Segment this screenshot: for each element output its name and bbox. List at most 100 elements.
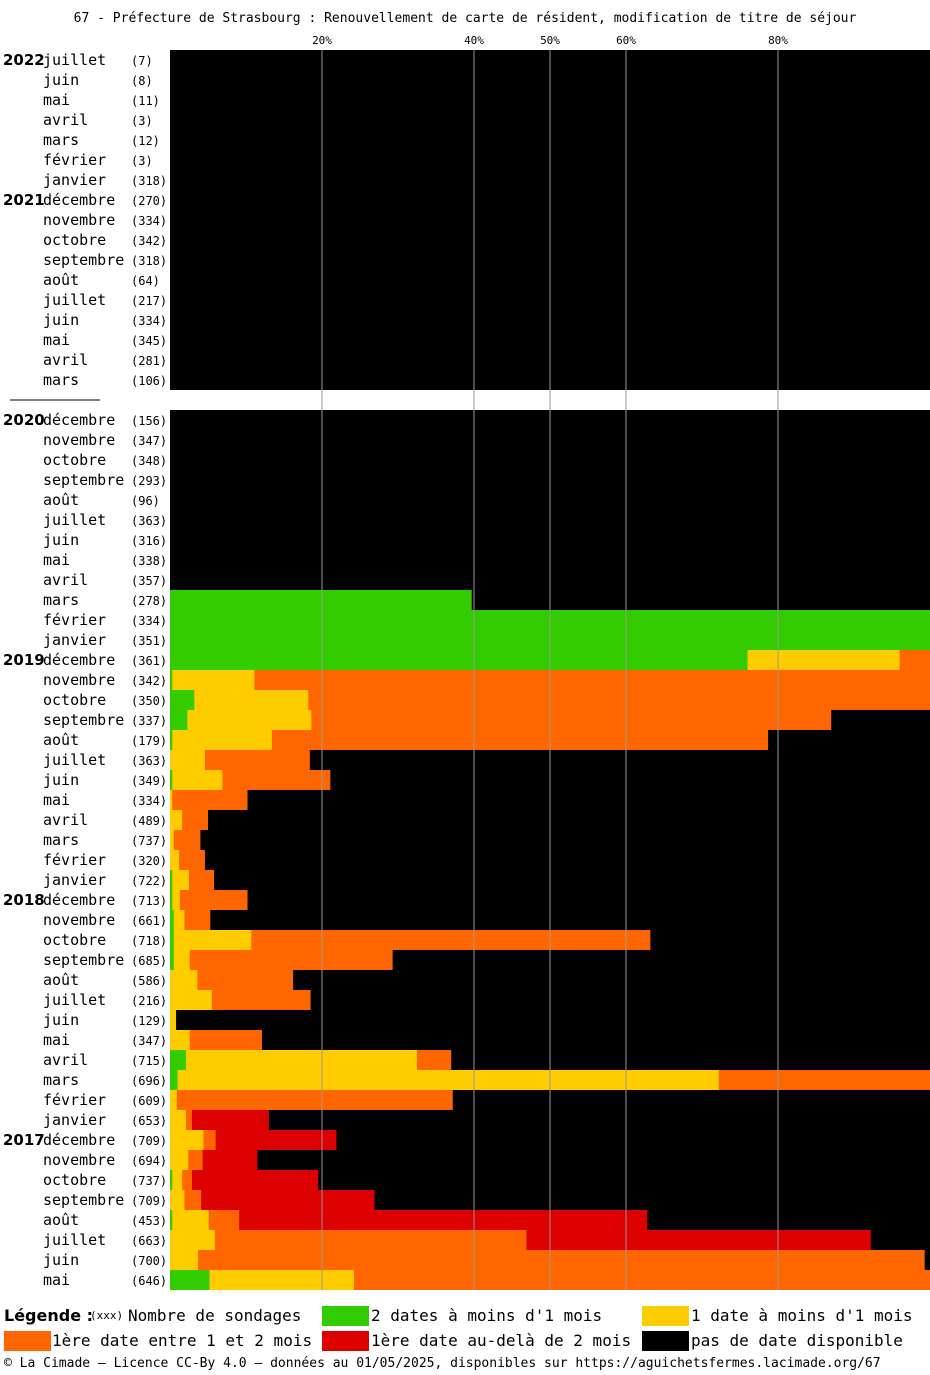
month-label: décembre [43, 191, 115, 209]
bar-segment-yellow [172, 1210, 210, 1230]
bar-segment-yellow [170, 850, 180, 870]
count-label: (342) [131, 234, 167, 248]
month-label: mars [43, 831, 79, 849]
bar-segment-yellow [170, 1030, 191, 1050]
count-label: (7) [131, 54, 153, 68]
bar-segment-black [336, 1130, 930, 1150]
bar-segment-green [170, 950, 175, 970]
month-label: janvier [43, 171, 106, 189]
bar-segment-green [170, 1270, 210, 1290]
bar-segment-yellow [170, 1250, 199, 1270]
bar-segment-black [247, 790, 930, 810]
legend-swatch-orange [4, 1331, 51, 1351]
bar-segment-red [202, 1150, 258, 1170]
count-label: (489) [131, 814, 167, 828]
count-label: (64) [131, 274, 160, 288]
count-label: (700) [131, 1254, 167, 1268]
count-label: (345) [131, 334, 167, 348]
bar-segment-yellow [747, 650, 900, 670]
month-label: mars [43, 131, 79, 149]
bar-segment-green [170, 1070, 178, 1090]
month-label: juin [43, 531, 79, 549]
bar-segment-yellow [170, 1190, 185, 1210]
count-label: (318) [131, 254, 167, 268]
count-label: (453) [131, 1214, 167, 1228]
legend-swatch-red [322, 1331, 369, 1351]
bar-segment-yellow [170, 1150, 189, 1170]
month-label: mai [43, 1271, 70, 1289]
bar-segment-orange [214, 1230, 527, 1250]
bar-segment-green [170, 730, 173, 750]
bar-segment-yellow [170, 970, 198, 990]
month-label: avril [43, 111, 88, 129]
bar-segment-yellow [185, 1050, 418, 1070]
bar-segment-yellow [172, 1170, 183, 1190]
month-label: octobre [43, 231, 106, 249]
bar-segment-red [215, 1130, 337, 1150]
count-label: (685) [131, 954, 167, 968]
count-label: (334) [131, 314, 167, 328]
year-label: 2018 [3, 891, 45, 909]
bar-segment-orange [182, 810, 209, 830]
bar-segment-red [526, 1230, 872, 1250]
month-label: août [43, 971, 79, 989]
count-label: (349) [131, 774, 167, 788]
month-label: mai [43, 331, 70, 349]
bar-segment-orange [198, 1250, 926, 1270]
bar-segment-black [392, 950, 930, 970]
bar-segment-orange [185, 1110, 193, 1130]
bar-segment-black [310, 990, 930, 1010]
month-label: janvier [43, 871, 106, 889]
bar-segment-red [201, 1190, 375, 1210]
legend-label-orange: 1ère date entre 1 et 2 mois [52, 1331, 313, 1350]
legend-label-green: 2 dates à moins d'1 mois [371, 1306, 603, 1325]
month-label: décembre [43, 1131, 115, 1149]
month-label: juin [43, 311, 79, 329]
bar-segment-green [170, 890, 173, 910]
count-label: (713) [131, 894, 167, 908]
count-label: (8) [131, 74, 153, 88]
count-label: (334) [131, 794, 167, 808]
bar-segment-black [200, 830, 930, 850]
month-label: septembre [43, 711, 124, 729]
bar-segment-orange [308, 690, 930, 710]
bar-segment-orange [311, 710, 832, 730]
bar-segment-yellow [177, 1070, 720, 1090]
bar-segment-orange [182, 1170, 193, 1190]
count-label: (663) [131, 1234, 167, 1248]
month-label: mai [43, 91, 70, 109]
count-label: (586) [131, 974, 167, 988]
count-label: (106) [131, 374, 167, 388]
bar-segment-black [214, 870, 930, 890]
bar-segment-black [208, 810, 930, 830]
bar-segment-orange [173, 830, 201, 850]
month-label: juillet [43, 291, 106, 309]
bar-segment-orange [204, 750, 311, 770]
bar-segment-red [192, 1170, 319, 1190]
count-label: (350) [131, 694, 167, 708]
bar-segment-yellow [187, 710, 312, 730]
bar-segment-black [768, 730, 930, 750]
count-label: (334) [131, 214, 167, 228]
bar-segment-black [204, 850, 930, 870]
bar-segment-yellow [170, 790, 173, 810]
legend-label-red: 1ère date au-delà de 2 mois [371, 1331, 632, 1350]
x-tick-label: 50% [540, 34, 560, 47]
count-label: (3) [131, 154, 153, 168]
count-label: (347) [131, 1034, 167, 1048]
bar-segment-black [330, 770, 930, 790]
legend-label-yellow: 1 date à moins d'1 mois [691, 1306, 913, 1325]
legend-swatch-yellow [642, 1306, 689, 1326]
count-label: (338) [131, 554, 167, 568]
bar-segment-yellow [172, 730, 273, 750]
count-label: (293) [131, 474, 167, 488]
bar-segment-orange [203, 1130, 216, 1150]
bar-segment-black [471, 590, 930, 610]
month-label: septembre [43, 1191, 124, 1209]
count-label: (316) [131, 534, 167, 548]
count-label: (363) [131, 514, 167, 528]
count-label: (217) [131, 294, 167, 308]
bar-segment-orange [417, 1050, 452, 1070]
bar-segment-orange [188, 1150, 204, 1170]
x-tick-label: 80% [768, 34, 788, 47]
